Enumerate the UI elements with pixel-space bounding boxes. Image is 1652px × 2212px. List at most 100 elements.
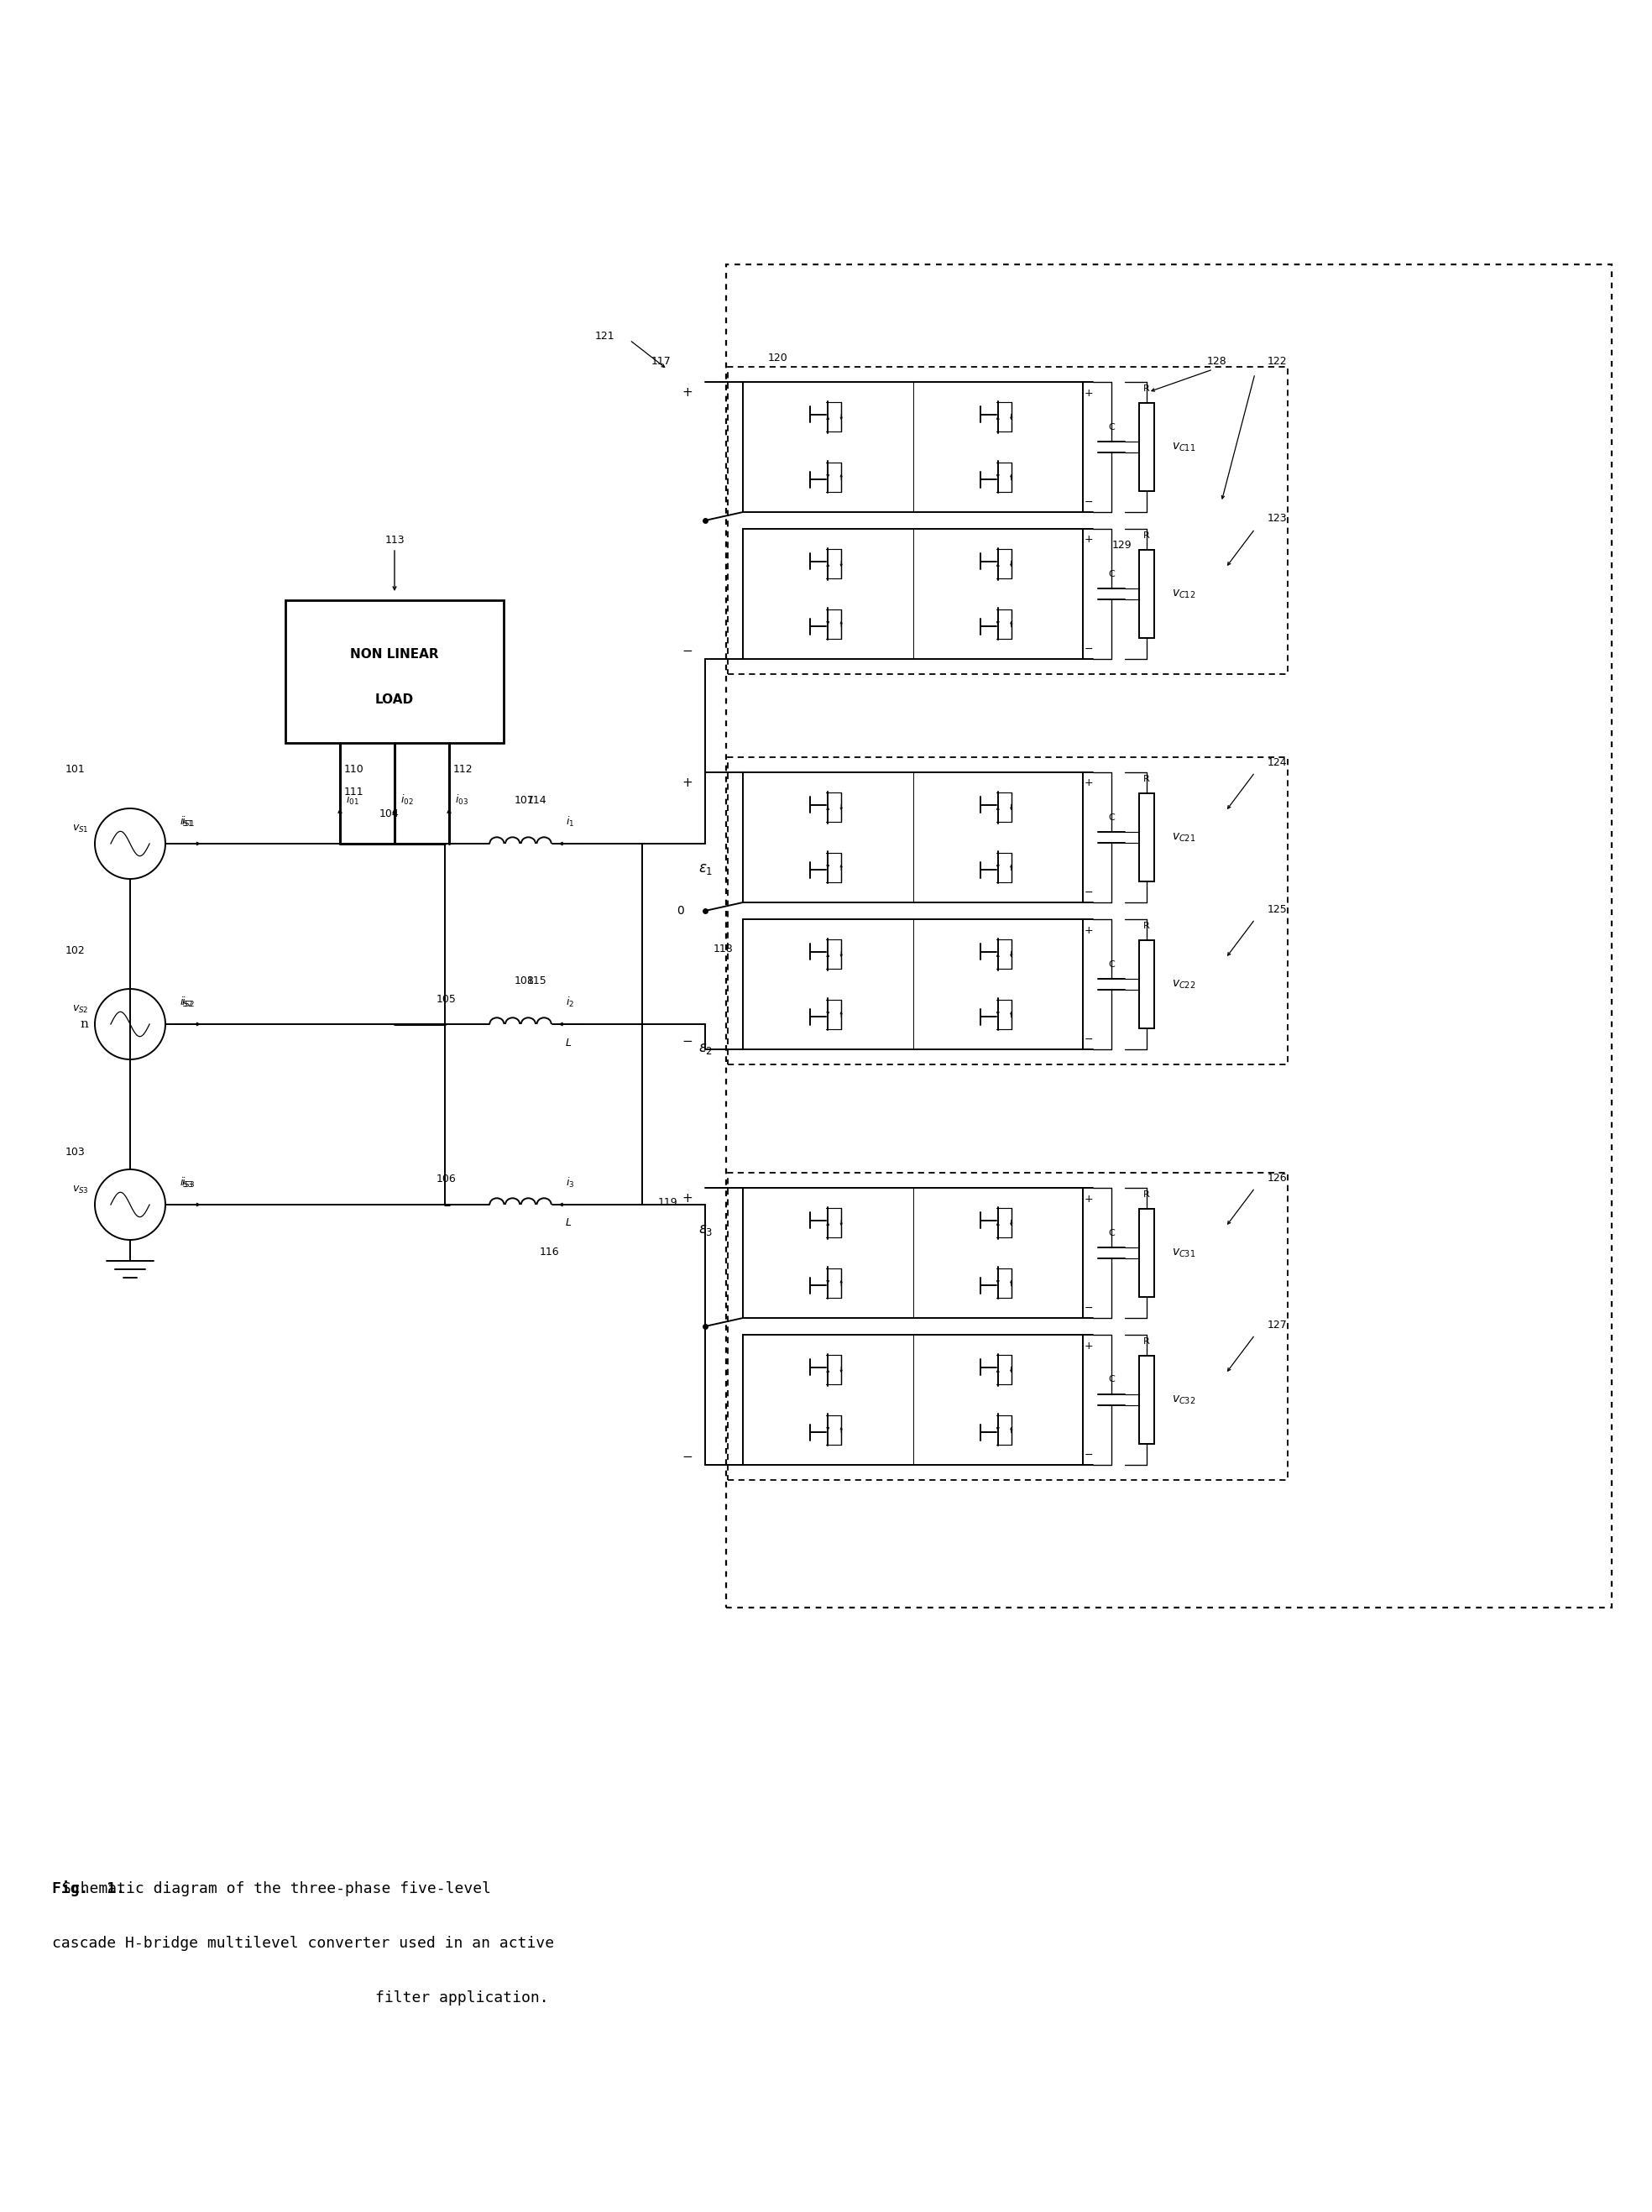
Text: cascade H-bridge multilevel converter used in an active: cascade H-bridge multilevel converter us… — [53, 1936, 553, 1951]
Bar — [743, 529, 1082, 659]
Text: 125: 125 — [1267, 905, 1287, 914]
Text: $v_{C32}$: $v_{C32}$ — [1171, 1394, 1196, 1407]
Text: $-$: $-$ — [682, 644, 692, 655]
Text: $i_{01}$: $i_{01}$ — [345, 794, 358, 807]
Text: 127: 127 — [1267, 1318, 1287, 1329]
Text: $i_{S1}$: $i_{S1}$ — [182, 814, 195, 830]
Text: +: + — [1084, 779, 1094, 790]
Bar — [743, 772, 1082, 902]
Text: R: R — [1143, 1336, 1150, 1345]
Text: $-$: $-$ — [682, 1449, 692, 1462]
Text: Fig.  1.: Fig. 1. — [53, 1880, 126, 1896]
Text: +: + — [682, 776, 692, 790]
Text: 104: 104 — [378, 810, 398, 821]
Text: $-$: $-$ — [1084, 1449, 1094, 1460]
Text: 120: 120 — [768, 354, 788, 365]
Text: $v_{C21}$: $v_{C21}$ — [1171, 832, 1196, 843]
Bar — [729, 757, 1287, 1064]
Text: $-$: $-$ — [1084, 887, 1094, 898]
Text: R: R — [1143, 1190, 1150, 1199]
Text: 102: 102 — [64, 945, 84, 956]
Text: 106: 106 — [436, 1175, 456, 1186]
Text: C: C — [1108, 960, 1115, 969]
Bar — [727, 265, 1612, 1608]
Text: 101: 101 — [64, 765, 84, 774]
Text: 0: 0 — [677, 905, 684, 916]
Text: $v_{C11}$: $v_{C11}$ — [1171, 440, 1196, 453]
Text: 122: 122 — [1267, 356, 1287, 367]
Text: 110: 110 — [344, 763, 363, 774]
Text: Schematic diagram of the three-phase five-level: Schematic diagram of the three-phase fiv… — [53, 1880, 491, 1896]
Text: $v_{C12}$: $v_{C12}$ — [1171, 588, 1196, 599]
Text: +: + — [1084, 535, 1094, 544]
Text: R: R — [1143, 774, 1150, 783]
Text: 117: 117 — [651, 356, 671, 367]
Text: +: + — [1084, 1340, 1094, 1352]
Text: 113: 113 — [385, 535, 405, 546]
Text: $v_{C22}$: $v_{C22}$ — [1171, 978, 1196, 991]
Bar — [1140, 940, 1155, 1029]
Bar — [729, 367, 1287, 675]
Bar — [743, 1334, 1082, 1464]
Text: $v_{C31}$: $v_{C31}$ — [1171, 1248, 1196, 1259]
Text: C: C — [1108, 1228, 1115, 1237]
Text: $v_{S2}$: $v_{S2}$ — [73, 1004, 89, 1015]
Text: $i_3$: $i_3$ — [567, 1177, 575, 1190]
Text: $-$: $-$ — [682, 1033, 692, 1046]
Bar — [743, 920, 1082, 1048]
Text: 121: 121 — [595, 330, 615, 341]
Text: R: R — [1143, 922, 1150, 929]
Text: $L$: $L$ — [565, 1217, 572, 1228]
Bar — [1140, 403, 1155, 491]
Text: 116: 116 — [539, 1248, 558, 1259]
Text: $\varepsilon_2$: $\varepsilon_2$ — [699, 1042, 714, 1057]
Bar — [1140, 1208, 1155, 1296]
Text: 105: 105 — [436, 993, 456, 1004]
Text: $i_2$: $i_2$ — [567, 995, 575, 1009]
Text: $v_{S3}$: $v_{S3}$ — [73, 1183, 89, 1194]
Text: +: + — [1084, 1192, 1094, 1203]
Bar — [1140, 551, 1155, 639]
Text: $i_{S1}$: $i_{S1}$ — [180, 814, 193, 830]
Text: C: C — [1108, 568, 1115, 577]
Text: filter application.: filter application. — [375, 1991, 548, 2006]
Text: n: n — [79, 1018, 88, 1031]
Text: $\varepsilon_3$: $\varepsilon_3$ — [699, 1223, 714, 1237]
Text: LOAD: LOAD — [375, 695, 415, 706]
Text: 128: 128 — [1208, 356, 1227, 367]
Text: +: + — [1084, 925, 1094, 936]
Text: $i_1$: $i_1$ — [567, 814, 575, 830]
Text: $-$: $-$ — [1084, 1301, 1094, 1312]
Text: $i_{S2}$: $i_{S2}$ — [180, 995, 193, 1009]
Text: +: + — [682, 385, 692, 398]
Text: 115: 115 — [527, 975, 547, 987]
Text: 114: 114 — [527, 794, 547, 805]
Text: 119: 119 — [657, 1197, 677, 1208]
Bar — [743, 1188, 1082, 1318]
Text: +: + — [1084, 387, 1094, 398]
Text: 126: 126 — [1267, 1172, 1287, 1183]
Text: C: C — [1108, 814, 1115, 821]
Text: 111: 111 — [344, 787, 363, 799]
Text: $i_{03}$: $i_{03}$ — [454, 794, 468, 807]
Bar — [729, 1172, 1287, 1480]
Text: $-$: $-$ — [1084, 1033, 1094, 1044]
Bar — [286, 599, 504, 743]
Text: $-$: $-$ — [1084, 495, 1094, 507]
Text: $L$: $L$ — [565, 1037, 572, 1048]
Text: $-$: $-$ — [1084, 644, 1094, 653]
Text: 118: 118 — [714, 942, 733, 953]
Text: R: R — [1143, 531, 1150, 540]
Text: 103: 103 — [64, 1148, 84, 1159]
Text: 112: 112 — [453, 763, 472, 774]
Text: $i_{S3}$: $i_{S3}$ — [180, 1177, 193, 1190]
Text: C: C — [1108, 1376, 1115, 1385]
Text: R: R — [1143, 385, 1150, 394]
Text: $v_{S1}$: $v_{S1}$ — [73, 823, 89, 834]
Bar — [1140, 1356, 1155, 1444]
Text: 129: 129 — [1112, 540, 1132, 551]
Text: 124: 124 — [1267, 757, 1287, 768]
Text: $i_{02}$: $i_{02}$ — [400, 794, 413, 807]
Text: 123: 123 — [1267, 513, 1287, 524]
Bar — [1140, 794, 1155, 883]
